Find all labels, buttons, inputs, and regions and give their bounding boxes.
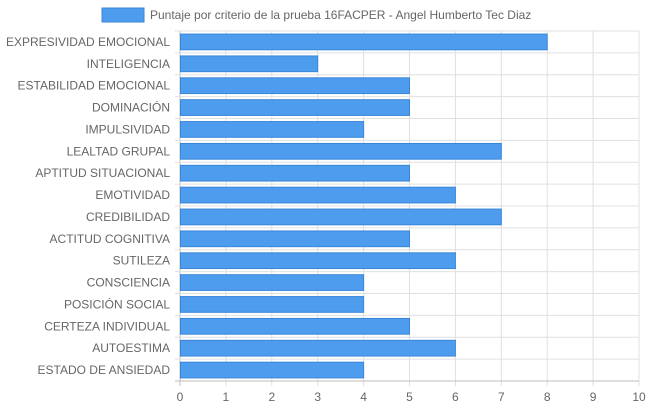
category-label: POSICIÓN SOCIAL <box>64 296 170 311</box>
x-tick-label: 7 <box>498 390 505 404</box>
x-tick-label: 0 <box>177 390 184 404</box>
category-label: ESTADO DE ANSIEDAD <box>38 363 171 377</box>
bar <box>180 208 502 226</box>
category-label: LEALTAD GRUPAL <box>67 144 171 158</box>
bar <box>180 339 456 357</box>
x-tick-label: 6 <box>452 390 459 404</box>
legend-label: Puntaje por criterio de la prueba 16FACP… <box>150 8 531 22</box>
category-label: DOMINACIÓN <box>92 100 170 115</box>
bar <box>180 317 410 335</box>
category-label: EXPRESIVIDAD EMOCIONAL <box>6 35 170 49</box>
bar <box>180 77 410 95</box>
x-tick-label: 9 <box>590 390 597 404</box>
bar <box>180 142 502 160</box>
bar <box>180 361 365 379</box>
bar <box>180 121 365 138</box>
bar <box>180 33 548 51</box>
category-label: CREDIBILIDAD <box>86 210 170 224</box>
category-label: ESTABILIDAD EMOCIONAL <box>18 79 171 93</box>
bar <box>180 186 456 204</box>
bar <box>180 99 410 116</box>
x-tick-label: 10 <box>632 390 646 404</box>
x-tick-label: 1 <box>223 390 230 404</box>
x-tick-label: 2 <box>268 390 275 404</box>
bar <box>180 274 365 291</box>
x-axis-ticks: 0 1 2 3 4 5 6 7 8 9 10 <box>177 390 646 404</box>
x-tick-label: 4 <box>360 390 367 404</box>
category-label: AUTOESTIMA <box>92 341 170 355</box>
category-label: SUTILEZA <box>113 254 170 268</box>
bar <box>180 164 410 182</box>
category-label: CONSCIENCIA <box>87 276 170 290</box>
x-tick-label: 5 <box>406 390 413 404</box>
category-label: EMOTIVIDAD <box>95 188 170 202</box>
category-label: INTELIGENCIA <box>87 57 170 71</box>
x-tick-label: 8 <box>544 390 551 404</box>
x-tick-label: 3 <box>314 390 321 404</box>
category-label: CERTEZA INDIVIDUAL <box>44 319 170 333</box>
legend[interactable]: Puntaje por criterio de la prueba 16FACP… <box>101 7 531 23</box>
category-label: APTITUD SITUACIONAL <box>35 166 170 180</box>
category-label: IMPULSIVIDAD <box>85 122 170 136</box>
bar <box>180 55 319 73</box>
bar <box>180 230 410 248</box>
category-label: ACTITUD COGNITIVA <box>50 232 170 246</box>
bar <box>180 252 456 270</box>
bars <box>180 33 548 379</box>
bar <box>180 296 365 313</box>
category-labels: EXPRESIVIDAD EMOCIONAL INTELIGENCIA ESTABI… <box>6 35 170 377</box>
legend-swatch <box>101 7 145 23</box>
